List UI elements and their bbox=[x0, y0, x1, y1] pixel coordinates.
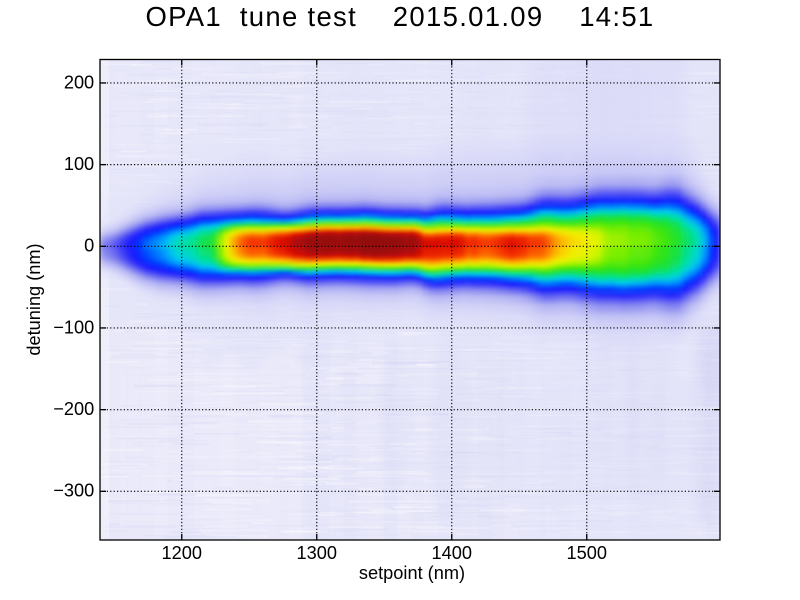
svg-text:1500: 1500 bbox=[567, 543, 607, 563]
svg-text:OPA1 tune test 2015.01.09: OPA1 tune test 2015.01.09 14:51 bbox=[145, 1, 654, 32]
svg-text:1200: 1200 bbox=[162, 543, 202, 563]
svg-text:setpoint (nm): setpoint (nm) bbox=[359, 563, 465, 583]
svg-text:−100: −100 bbox=[53, 317, 94, 337]
svg-text:0: 0 bbox=[84, 236, 94, 256]
svg-text:−300: −300 bbox=[53, 481, 94, 501]
svg-text:1400: 1400 bbox=[432, 543, 472, 563]
svg-text:detuning (nm): detuning (nm) bbox=[24, 243, 44, 355]
svg-text:−200: −200 bbox=[53, 399, 94, 419]
svg-text:1300: 1300 bbox=[297, 543, 337, 563]
svg-text:100: 100 bbox=[64, 154, 94, 174]
svg-text:200: 200 bbox=[64, 72, 94, 92]
